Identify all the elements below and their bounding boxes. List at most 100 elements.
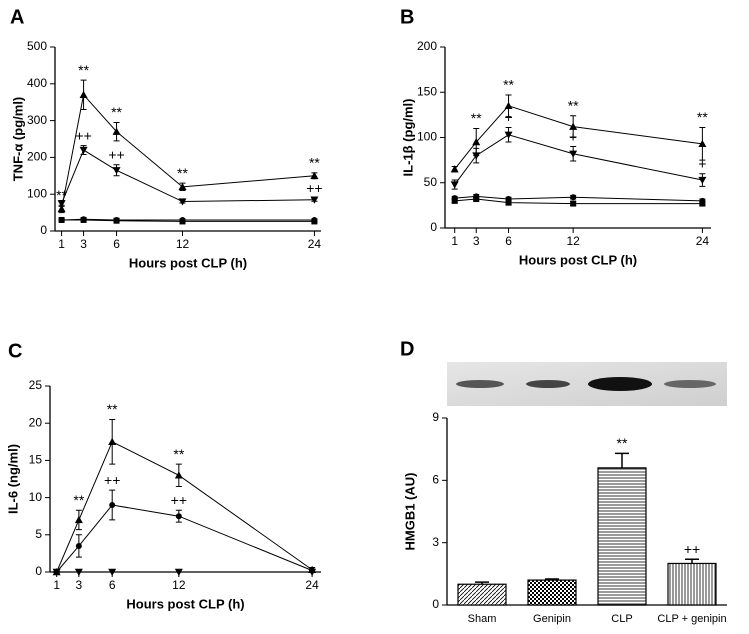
y-tick-label: 15 <box>29 453 43 467</box>
marker <box>504 101 513 110</box>
significance-label: ** <box>697 109 708 125</box>
marker <box>450 165 459 173</box>
significance-label: ** <box>56 187 67 203</box>
marker <box>112 167 121 175</box>
y-tick-label: 9 <box>432 410 439 424</box>
marker <box>472 138 481 146</box>
x-tick-label: 1 <box>58 237 65 251</box>
significance-label: ** <box>568 97 579 113</box>
y-tick-label: 100 <box>417 130 437 144</box>
y-tick-label: 0 <box>40 223 47 237</box>
marker <box>570 194 577 201</box>
x-tick-label: 6 <box>113 237 120 251</box>
significance-label: ++ <box>104 472 120 488</box>
significance-label: ** <box>107 401 118 417</box>
y-tick-label: 100 <box>27 186 47 200</box>
y-tick-label: 0 <box>430 220 437 234</box>
marker <box>699 200 706 207</box>
marker <box>178 182 187 191</box>
marker <box>505 199 512 206</box>
series-line <box>61 149 315 204</box>
marker <box>79 146 88 155</box>
y-tick-label: 20 <box>29 415 43 429</box>
x-tick-label: 12 <box>176 237 190 251</box>
marker <box>451 197 458 204</box>
marker <box>472 152 481 160</box>
series-line <box>61 93 315 210</box>
significance-label: ** <box>309 155 320 171</box>
significance-label: + <box>569 128 577 144</box>
significance-label: ++ <box>171 492 187 508</box>
x-tick-label: 1 <box>53 578 60 592</box>
marker <box>504 131 513 139</box>
series-line <box>454 105 703 170</box>
x-tick-label: 12 <box>566 234 580 248</box>
marker <box>179 218 186 225</box>
x-tick-label: 3 <box>473 234 480 248</box>
marker <box>74 568 83 576</box>
x-tick-label: Sham <box>468 613 497 625</box>
bar <box>597 467 647 606</box>
y-tick-label: 300 <box>27 113 47 127</box>
marker <box>113 217 120 224</box>
error-bar <box>685 558 699 564</box>
marker <box>79 90 88 99</box>
y-tick-label: 0 <box>35 564 42 578</box>
x-tick-label: CLP <box>611 613 632 625</box>
error-bar <box>475 581 489 585</box>
significance-label: ** <box>73 492 84 508</box>
series-line <box>454 195 703 202</box>
panel-label: A <box>10 6 24 28</box>
marker <box>108 437 117 445</box>
y-tick-label: 50 <box>424 175 438 189</box>
y-tick-label: 200 <box>27 150 47 164</box>
marker <box>80 216 87 223</box>
marker <box>109 502 116 509</box>
y-axis-label: IL-6 (ng/ml) <box>5 444 20 514</box>
marker <box>58 216 65 223</box>
marker <box>75 542 82 549</box>
significance-label: ** <box>111 104 122 120</box>
marker <box>473 196 480 203</box>
series-line <box>454 134 703 185</box>
western-blot <box>447 362 727 406</box>
x-tick-label: 3 <box>80 237 87 251</box>
x-tick-label: 12 <box>172 578 186 592</box>
panel-label: D <box>400 338 414 360</box>
x-tick-label: 1 <box>451 234 458 248</box>
x-tick-label: CLP + genipin <box>657 613 726 625</box>
y-tick-label: 10 <box>29 490 43 504</box>
error-bar <box>545 578 559 581</box>
significance-label: ** <box>471 110 482 126</box>
marker <box>308 568 317 576</box>
y-tick-label: 3 <box>432 535 439 549</box>
significance-label: ++ <box>108 146 124 162</box>
series-line <box>56 504 313 573</box>
significance-label: ** <box>173 446 184 462</box>
y-tick-label: 0 <box>432 597 439 611</box>
marker <box>698 176 707 185</box>
y-tick-label: 400 <box>27 76 47 90</box>
significance-label: + <box>698 155 706 171</box>
significance-label: ++ <box>75 127 91 143</box>
significance-label: ++ <box>306 180 322 196</box>
y-axis-label: IL-1β (pg/ml) <box>400 99 415 177</box>
significance-label: ** <box>78 62 89 78</box>
marker <box>698 139 707 148</box>
y-tick-label: 5 <box>35 527 42 541</box>
y-axis-label: HMGB1 (AU) <box>402 473 417 551</box>
x-tick-label: 24 <box>305 578 319 592</box>
marker <box>174 471 183 479</box>
panel-label: B <box>400 6 414 28</box>
marker <box>57 204 66 213</box>
marker <box>310 171 319 179</box>
marker <box>74 515 83 524</box>
x-axis-label: Hours post CLP (h) <box>519 252 637 267</box>
y-tick-label: 500 <box>27 39 47 53</box>
marker <box>569 122 578 130</box>
marker <box>311 218 318 225</box>
significance-label: ++ <box>684 541 700 557</box>
marker <box>175 513 182 520</box>
x-tick-label: 24 <box>696 234 710 248</box>
